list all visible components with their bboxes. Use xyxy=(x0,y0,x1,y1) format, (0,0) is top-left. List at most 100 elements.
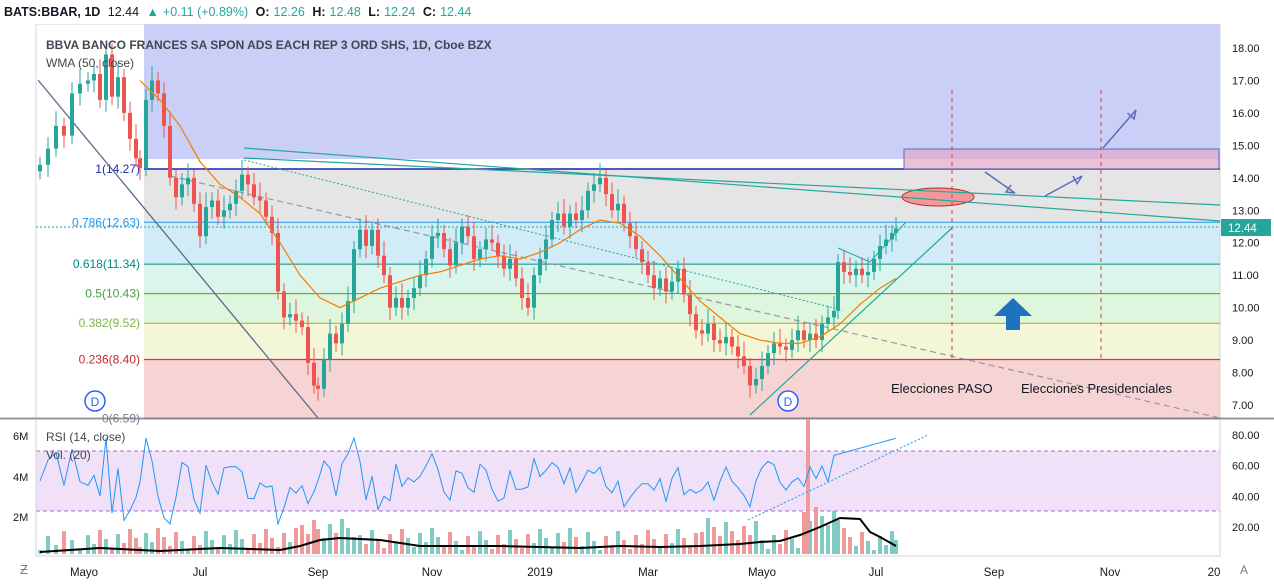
arrow-down-right xyxy=(984,171,1016,194)
volume-bar xyxy=(640,544,644,554)
candle-body xyxy=(294,314,298,321)
time-tick: Sep xyxy=(308,567,328,579)
volume-bar xyxy=(162,537,166,554)
dividend-marker-circle xyxy=(777,390,799,412)
time-tick: Jul xyxy=(869,567,884,579)
chart-canvas[interactable]: 1(14.27) 0.786(12.63) 0.618(11.34) 0.5(10.4… xyxy=(0,24,1274,585)
candle-body xyxy=(228,203,232,211)
volume-bar xyxy=(598,550,602,554)
price-tick: 13.00 xyxy=(1232,205,1260,217)
volume-bar xyxy=(346,528,350,554)
last-price-tag xyxy=(1221,219,1271,236)
candle-body xyxy=(192,177,196,204)
volume-bar xyxy=(322,538,326,554)
volume-bar xyxy=(890,531,894,554)
candle-body xyxy=(376,229,380,256)
candle-body xyxy=(706,323,710,334)
rsi-tick: 80.00 xyxy=(1232,430,1260,442)
candle-body xyxy=(382,255,386,276)
volume-bar xyxy=(364,544,368,554)
candle-body xyxy=(264,200,268,217)
volume-bar xyxy=(424,542,428,554)
candle-body xyxy=(442,232,446,250)
candle-body xyxy=(466,226,470,237)
price-tick: 12.00 xyxy=(1232,238,1260,250)
downtrend-line xyxy=(37,79,319,419)
volume-bar xyxy=(532,543,536,554)
candle-body xyxy=(646,262,650,276)
candle-layer xyxy=(38,43,898,401)
volume-bar xyxy=(370,530,374,554)
candle-body xyxy=(472,236,476,259)
last-price-tag-label: 12.44 xyxy=(1228,223,1257,235)
candle-body xyxy=(652,275,656,289)
volume-bar xyxy=(448,532,452,554)
rsi-tick: 40.00 xyxy=(1232,491,1260,503)
candle-body xyxy=(878,245,882,259)
volume-bar xyxy=(472,545,476,554)
candle-body xyxy=(98,73,102,100)
candle-body xyxy=(580,210,584,221)
candle-body xyxy=(760,366,764,380)
time-tick: Mayo xyxy=(748,567,776,579)
candle-body xyxy=(252,184,256,198)
candle-body xyxy=(790,340,794,350)
candle-body xyxy=(288,314,292,318)
candle-body xyxy=(334,333,338,344)
candle-body xyxy=(110,54,114,97)
time-tick: Nov xyxy=(1100,567,1121,579)
volume-bar xyxy=(574,537,578,554)
auto-scale-icon[interactable]: A xyxy=(1240,563,1248,577)
time-tick: Sep xyxy=(984,567,1004,579)
candle-body xyxy=(832,310,836,318)
volume-bar xyxy=(460,550,464,554)
fib-zone-05-0382 xyxy=(144,292,1220,322)
dividend-marker-label: D xyxy=(784,395,793,409)
volume-layer xyxy=(38,419,898,554)
candle-body xyxy=(276,232,280,292)
volume-bar xyxy=(294,528,298,554)
volume-bar xyxy=(222,535,226,554)
candle-body xyxy=(78,83,82,94)
candle-body xyxy=(328,333,332,360)
fib-zone-1-0786 xyxy=(144,168,1220,224)
volume-bar xyxy=(754,521,758,554)
price-tick: 14.00 xyxy=(1232,173,1260,185)
candle-body xyxy=(312,362,316,386)
candle-body xyxy=(156,80,160,94)
volume-bar xyxy=(134,538,138,554)
candle-body xyxy=(270,216,274,233)
dividend-marker-1[interactable]: D xyxy=(84,390,106,412)
volume-bar xyxy=(478,531,482,554)
rsi-tick: 20.00 xyxy=(1232,522,1260,534)
rsi-band xyxy=(36,451,1220,511)
candle-body xyxy=(128,112,132,139)
z-icon[interactable]: Ƶ xyxy=(20,562,28,577)
candle-body xyxy=(454,242,458,266)
candle-body xyxy=(718,340,722,344)
volume-bar xyxy=(842,528,846,554)
candle-body xyxy=(634,236,638,250)
candle-body xyxy=(700,330,704,334)
symbol-name[interactable]: BATS:BBAR, 1D xyxy=(4,5,101,19)
volume-bar xyxy=(832,511,836,554)
dividend-marker-2[interactable]: D xyxy=(777,390,799,412)
volume-bar xyxy=(814,507,818,554)
dividend-marker-circle xyxy=(84,390,106,412)
volume-bar xyxy=(790,539,794,554)
volume-bar xyxy=(442,546,446,554)
volume-bar xyxy=(334,533,338,554)
candle-body xyxy=(658,278,662,289)
candle-body xyxy=(180,184,184,198)
flag-line xyxy=(837,247,871,263)
dotted-trendline xyxy=(243,159,843,311)
candle-body xyxy=(210,200,214,208)
high-value: 12.48 xyxy=(329,5,361,19)
candle-body xyxy=(322,359,326,389)
high-label: H: xyxy=(312,5,326,19)
candle-body xyxy=(412,288,416,298)
candle-body xyxy=(598,177,602,185)
candle-body xyxy=(496,242,500,256)
volume-bar xyxy=(502,544,506,554)
fib-layer: 1(14.27) 0.786(12.63) 0.618(11.34) 0.5(10.4… xyxy=(72,148,1220,425)
